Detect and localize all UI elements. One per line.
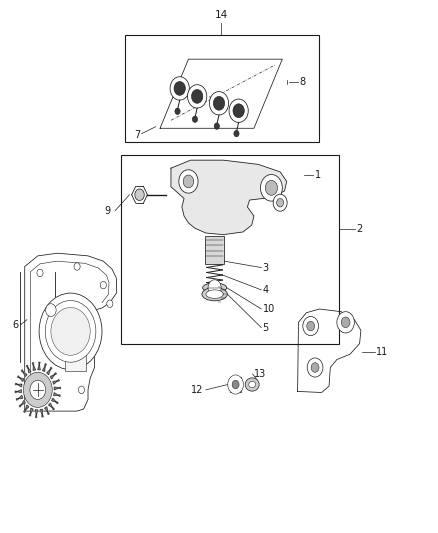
Circle shape [213, 96, 225, 110]
Circle shape [78, 386, 85, 393]
Circle shape [174, 82, 185, 95]
Circle shape [307, 321, 314, 331]
Circle shape [23, 372, 52, 407]
Polygon shape [18, 376, 24, 382]
Text: 5: 5 [263, 322, 269, 333]
Circle shape [341, 317, 350, 328]
Text: 4: 4 [263, 285, 269, 295]
Polygon shape [53, 379, 59, 384]
Circle shape [214, 123, 219, 130]
Circle shape [191, 90, 203, 103]
Circle shape [233, 104, 244, 118]
Circle shape [303, 317, 318, 336]
Polygon shape [54, 387, 60, 390]
Bar [205, 236, 224, 264]
Circle shape [74, 263, 80, 270]
Circle shape [192, 116, 198, 123]
Text: 11: 11 [376, 346, 389, 357]
Circle shape [51, 308, 90, 356]
Polygon shape [38, 362, 40, 370]
Circle shape [107, 300, 113, 308]
Circle shape [135, 189, 144, 200]
Circle shape [179, 169, 198, 193]
Circle shape [46, 304, 56, 317]
Circle shape [311, 363, 319, 372]
Circle shape [265, 180, 278, 195]
Circle shape [175, 108, 180, 115]
Ellipse shape [245, 378, 259, 391]
Circle shape [30, 380, 46, 399]
Text: 1: 1 [315, 169, 321, 180]
Polygon shape [171, 160, 287, 235]
Text: 12: 12 [191, 385, 204, 395]
Circle shape [209, 92, 229, 115]
Polygon shape [25, 253, 117, 411]
Text: 13: 13 [254, 369, 266, 379]
Circle shape [208, 280, 221, 296]
Text: 2: 2 [357, 224, 363, 235]
Circle shape [100, 281, 106, 289]
Bar [230, 377, 241, 392]
Circle shape [45, 301, 96, 362]
Polygon shape [35, 410, 38, 417]
Polygon shape [54, 393, 60, 397]
Polygon shape [49, 403, 54, 410]
Ellipse shape [206, 290, 223, 298]
Circle shape [307, 358, 323, 377]
Polygon shape [16, 395, 23, 400]
Polygon shape [15, 383, 22, 387]
Polygon shape [297, 309, 361, 392]
Circle shape [337, 312, 354, 333]
Ellipse shape [203, 283, 226, 293]
Polygon shape [21, 370, 27, 377]
Circle shape [234, 131, 239, 137]
Text: 9: 9 [105, 206, 111, 216]
Ellipse shape [249, 381, 256, 387]
Polygon shape [26, 365, 31, 373]
Circle shape [37, 269, 43, 277]
Polygon shape [19, 401, 25, 407]
Polygon shape [40, 409, 43, 417]
Circle shape [232, 380, 239, 389]
Circle shape [277, 198, 284, 207]
Bar [125, 35, 319, 142]
Circle shape [229, 99, 248, 123]
Polygon shape [160, 59, 283, 128]
Circle shape [273, 194, 287, 211]
Circle shape [187, 85, 207, 108]
Polygon shape [29, 408, 33, 416]
Polygon shape [32, 362, 35, 370]
Text: 6: 6 [12, 320, 18, 330]
Text: 3: 3 [263, 263, 269, 272]
Bar [65, 326, 86, 371]
Circle shape [228, 375, 244, 394]
Text: 10: 10 [263, 304, 275, 314]
Polygon shape [24, 405, 29, 413]
Circle shape [183, 175, 194, 188]
Polygon shape [50, 373, 57, 379]
Text: 7: 7 [134, 130, 140, 140]
Circle shape [170, 77, 189, 100]
Polygon shape [42, 364, 46, 372]
Circle shape [261, 174, 283, 201]
Ellipse shape [202, 287, 227, 301]
Text: 8: 8 [300, 77, 306, 87]
Polygon shape [52, 398, 58, 404]
Bar [121, 155, 339, 344]
Circle shape [39, 293, 102, 369]
Polygon shape [15, 390, 21, 393]
Circle shape [36, 387, 43, 395]
Text: 14: 14 [215, 10, 228, 20]
Polygon shape [45, 407, 49, 415]
Polygon shape [47, 367, 52, 375]
